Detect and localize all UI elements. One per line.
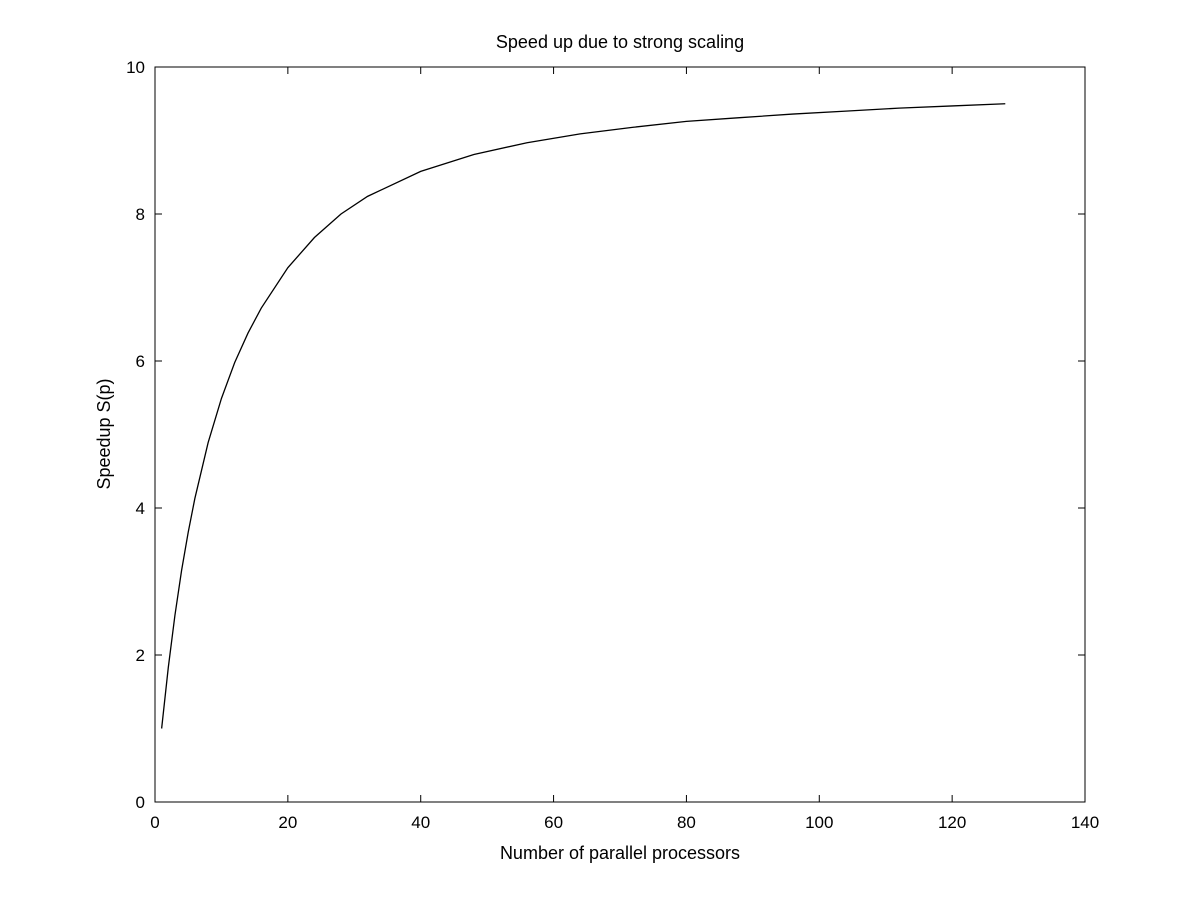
y-tick-label: 4: [136, 499, 145, 518]
y-tick-label: 2: [136, 646, 145, 665]
speedup-series-line: [160, 103, 1006, 729]
y-tick-label: 10: [126, 58, 145, 77]
x-tick-label: 20: [278, 813, 297, 832]
x-tick-label: 0: [150, 813, 159, 832]
y-axis-title: Speedup S(p): [94, 378, 114, 489]
x-tick-label: 40: [411, 813, 430, 832]
x-tick-label: 100: [805, 813, 833, 832]
y-axis: 0 2 4 6 8 10: [126, 58, 1085, 812]
y-tick-label: 8: [136, 205, 145, 224]
x-axis-title: Number of parallel processors: [500, 843, 740, 863]
x-tick-label: 60: [544, 813, 563, 832]
y-tick-label: 0: [136, 793, 145, 812]
x-axis: 0 20 40 60 80 100 120 140: [150, 67, 1099, 832]
x-tick-label: 120: [938, 813, 966, 832]
plot-area-frame: [154, 66, 1086, 803]
x-tick-label: 80: [677, 813, 696, 832]
chart-title: Speed up due to strong scaling: [496, 32, 744, 52]
x-tick-label: 140: [1071, 813, 1099, 832]
y-tick-label: 6: [136, 352, 145, 371]
